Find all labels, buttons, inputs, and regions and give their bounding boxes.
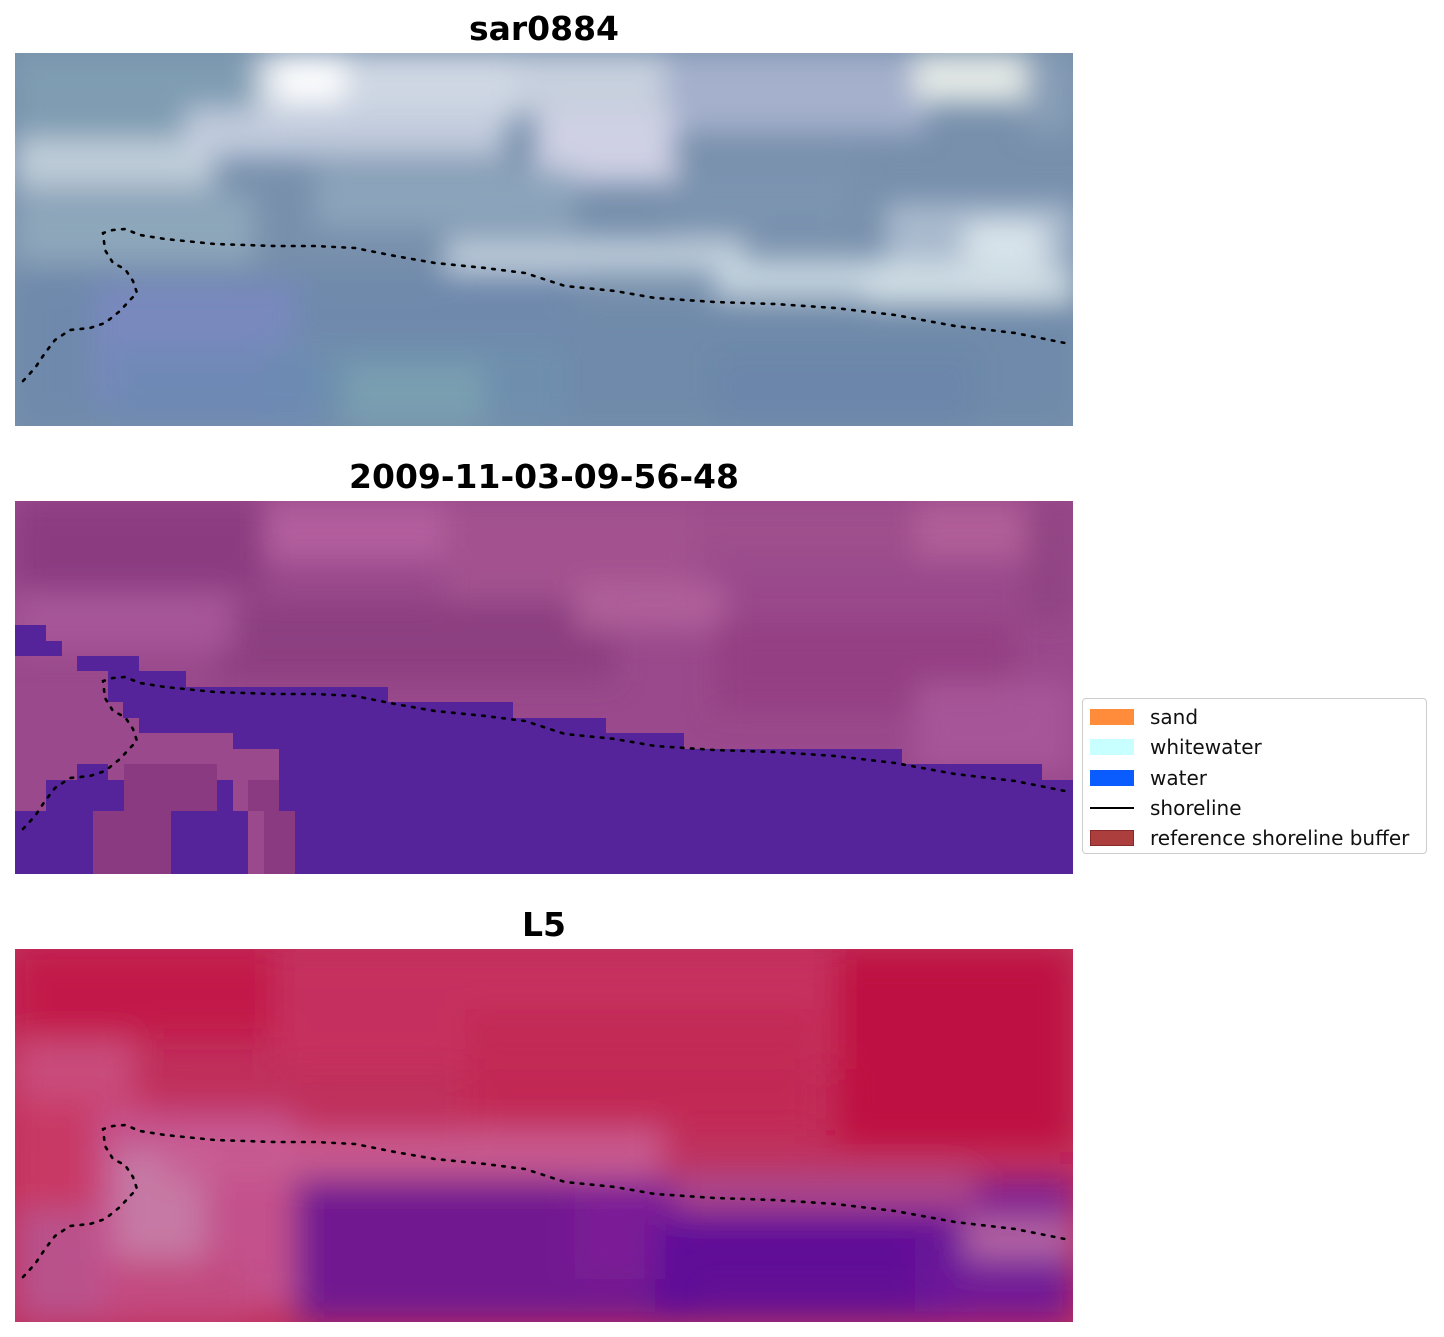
panel-title-index: L5	[522, 905, 566, 944]
sand-swatch	[1090, 709, 1134, 725]
panel-title-classified: 2009-11-03-09-56-48	[349, 457, 739, 496]
classified-image	[15, 501, 1073, 874]
legend-item-shoreline: shoreline	[1083, 795, 1426, 820]
legend-label: water	[1150, 766, 1207, 790]
legend-label: reference shoreline buffer	[1150, 826, 1410, 850]
legend-item-reference-shoreline-buffer: reference shoreline buffer	[1083, 825, 1426, 850]
water-index-image	[15, 949, 1073, 1322]
legend: sand whitewater water shoreline referenc…	[1082, 698, 1427, 854]
legend-item-water: water	[1083, 765, 1426, 790]
water-swatch	[1090, 770, 1134, 786]
legend-label: sand	[1150, 705, 1199, 729]
rgb-satellite-image	[15, 53, 1073, 426]
legend-label: whitewater	[1150, 735, 1262, 759]
buffer-swatch	[1090, 830, 1134, 846]
shoreline-line-swatch	[1090, 807, 1134, 809]
whitewater-swatch	[1090, 739, 1134, 755]
legend-label: shoreline	[1150, 796, 1242, 820]
legend-item-sand: sand	[1083, 704, 1426, 729]
legend-item-whitewater: whitewater	[1083, 734, 1426, 759]
panel-title-rgb: sar0884	[468, 9, 620, 48]
